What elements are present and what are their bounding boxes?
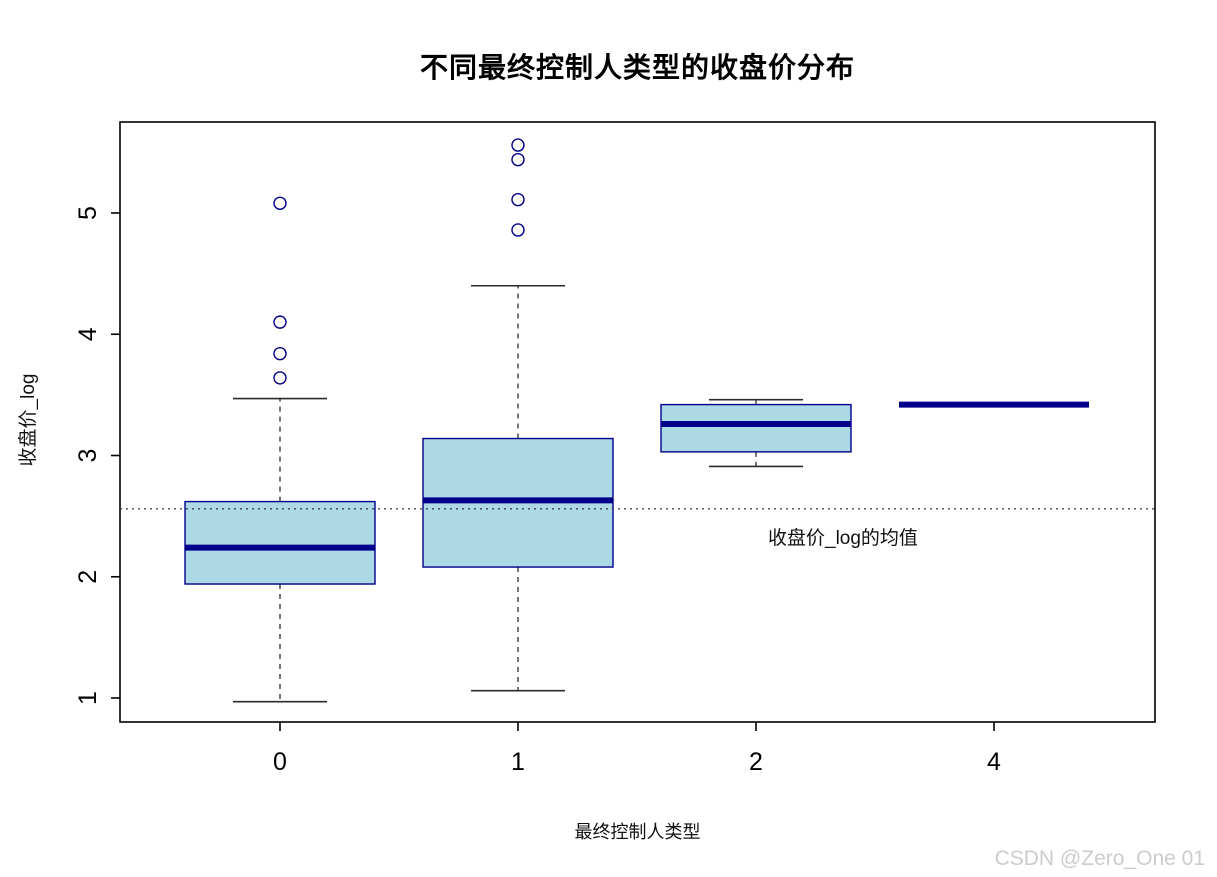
svg-text:0: 0 — [273, 748, 287, 776]
y-axis-label: 收盘价_log — [18, 373, 39, 467]
watermark: CSDN @Zero_One 01 — [994, 847, 1205, 870]
x-axis-label: 最终控制人类型 — [574, 822, 701, 842]
svg-text:5: 5 — [74, 206, 102, 220]
mean-line-label: 收盘价_log的均值 — [768, 528, 918, 549]
svg-text:4: 4 — [74, 327, 102, 341]
svg-text:1: 1 — [511, 748, 525, 776]
svg-text:2: 2 — [74, 570, 102, 584]
svg-text:1: 1 — [74, 691, 102, 705]
chart-title: 不同最终控制人类型的收盘价分布 — [419, 52, 855, 83]
svg-text:4: 4 — [987, 748, 1001, 776]
svg-text:3: 3 — [74, 449, 102, 463]
svg-text:2: 2 — [749, 748, 763, 776]
